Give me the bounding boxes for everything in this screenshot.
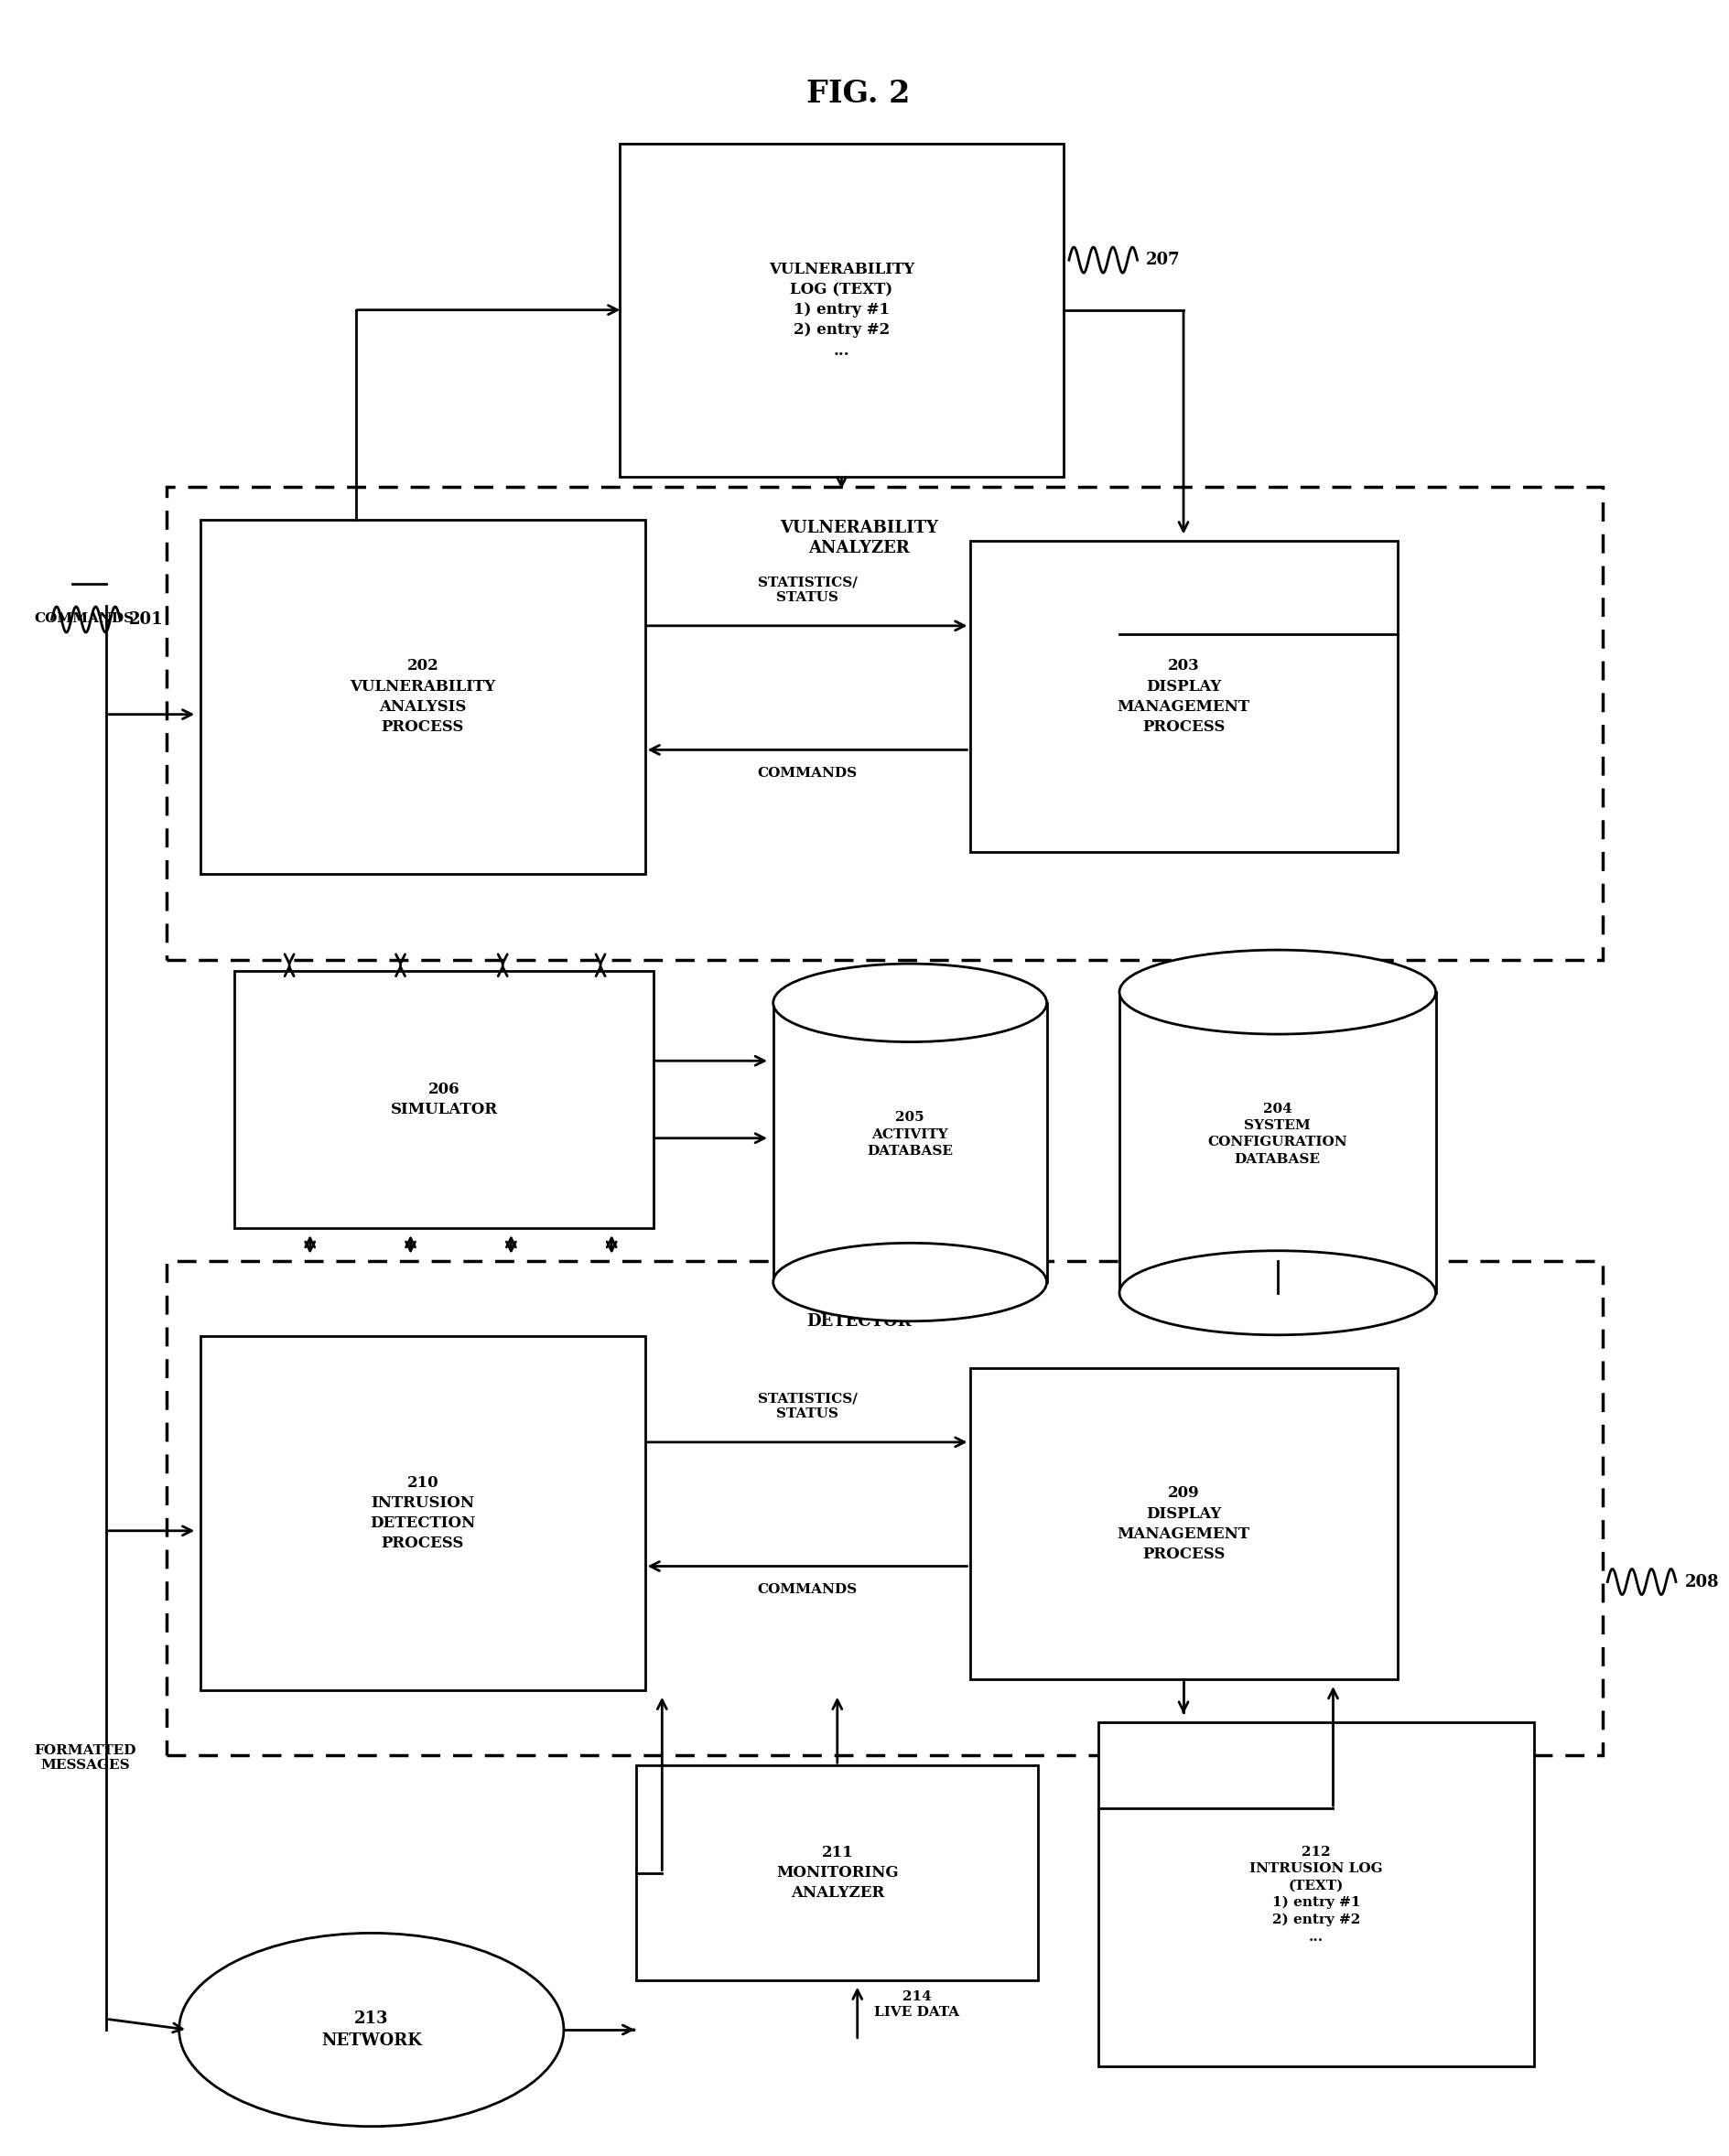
Text: 213
NETWORK: 213 NETWORK [322, 2012, 422, 2048]
Bar [970, 1369, 1397, 1680]
Bar [970, 541, 1397, 852]
Text: 209
DISPLAY
MANAGEMENT
PROCESS: 209 DISPLAY MANAGEMENT PROCESS [1117, 1485, 1250, 1563]
Text: 207: 207 [1146, 252, 1181, 267]
Text: STATISTICS/
STATUS: STATISTICS/ STATUS [757, 1393, 858, 1421]
Text: 205
ACTIVITY
DATABASE: 205 ACTIVITY DATABASE [866, 1110, 953, 1158]
Ellipse shape [1119, 1250, 1435, 1335]
Bar [166, 487, 1603, 959]
Text: 206
SIMULATOR: 206 SIMULATOR [391, 1082, 498, 1117]
Text: 202
VULNERABILITY
ANALYSIS
PROCESS: 202 VULNERABILITY ANALYSIS PROCESS [349, 658, 496, 735]
Bar [773, 1003, 1046, 1283]
Text: FORMATTED
MESSAGES: FORMATTED MESSAGES [35, 1744, 137, 1772]
Text: 204
SYSTEM
CONFIGURATION
DATABASE: 204 SYSTEM CONFIGURATION DATABASE [1207, 1102, 1347, 1166]
Text: 210
INTRUSION
DETECTION
PROCESS: 210 INTRUSION DETECTION PROCESS [370, 1475, 475, 1552]
Text: 208: 208 [1684, 1574, 1719, 1589]
Bar [619, 144, 1063, 476]
Text: 212
INTRUSION LOG
(TEXT)
1) entry #1
2) entry #2
...: 212 INTRUSION LOG (TEXT) 1) entry #1 2) … [1250, 1846, 1383, 1943]
Bar [201, 1337, 645, 1690]
Bar [1098, 1723, 1534, 2065]
Bar [201, 520, 645, 873]
Text: STATISTICS/
STATUS: STATISTICS/ STATUS [757, 576, 858, 604]
Ellipse shape [1119, 951, 1435, 1035]
Ellipse shape [773, 964, 1046, 1041]
Text: FIG. 2: FIG. 2 [807, 80, 911, 110]
Text: 203
DISPLAY
MANAGEMENT
PROCESS: 203 DISPLAY MANAGEMENT PROCESS [1117, 658, 1250, 735]
Text: COMMANDS: COMMANDS [757, 768, 858, 780]
Ellipse shape [773, 1244, 1046, 1322]
Bar [235, 970, 654, 1229]
Ellipse shape [180, 1934, 564, 2126]
Text: 211
MONITORING
ANALYZER: 211 MONITORING ANALYZER [776, 1846, 899, 1902]
Text: INTRUSION
DETECTOR: INTRUSION DETECTOR [802, 1294, 915, 1330]
Bar [636, 1766, 1037, 1981]
Text: COMMANDS: COMMANDS [757, 1583, 858, 1595]
Bar [166, 1261, 1603, 1755]
Bar [1119, 992, 1435, 1294]
Text: VULNERABILITY
ANALYZER: VULNERABILITY ANALYZER [780, 520, 937, 556]
Text: 201: 201 [128, 612, 163, 627]
Text: VULNERABILITY
LOG (TEXT)
1) entry #1
2) entry #2
...: VULNERABILITY LOG (TEXT) 1) entry #1 2) … [769, 261, 915, 358]
Text: COMMANDS: COMMANDS [35, 612, 135, 625]
Text: 214
LIVE DATA: 214 LIVE DATA [875, 1990, 960, 2018]
